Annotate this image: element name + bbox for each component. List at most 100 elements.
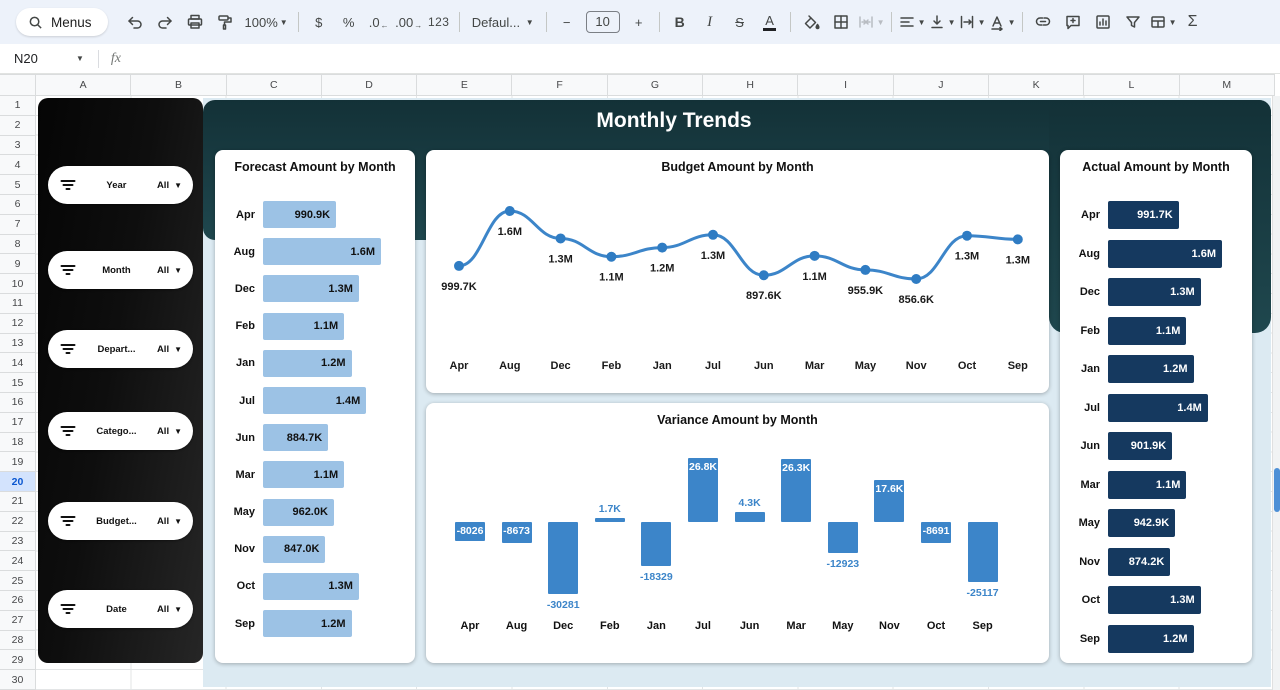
row-header-28[interactable]: 28: [0, 630, 36, 651]
row-header-5[interactable]: 5: [0, 175, 36, 195]
row-header-10[interactable]: 10: [0, 274, 36, 294]
increase-font-size-button[interactable]: +: [634, 14, 643, 30]
bar[interactable]: [921, 522, 951, 543]
create-filter-button[interactable]: [1119, 8, 1147, 36]
insert-comment-button[interactable]: [1059, 8, 1087, 36]
bar[interactable]: 874.2K: [1108, 547, 1171, 576]
scrollbar-thumb[interactable]: [1274, 468, 1280, 512]
data-point[interactable]: [606, 251, 617, 262]
bar[interactable]: [548, 522, 579, 595]
data-point[interactable]: [708, 229, 718, 240]
data-point[interactable]: [962, 230, 972, 241]
bar[interactable]: [688, 458, 718, 522]
column-header-B[interactable]: B: [131, 74, 227, 96]
row-header-18[interactable]: 18: [0, 432, 36, 453]
bar[interactable]: 847.0K: [263, 535, 326, 563]
font-size-input[interactable]: 10: [585, 11, 620, 33]
bar[interactable]: 901.9K: [1108, 432, 1173, 461]
bar[interactable]: 990.9K: [263, 201, 337, 229]
bar[interactable]: 1.2M: [263, 610, 352, 638]
functions-button[interactable]: Σ: [1187, 13, 1198, 30]
budget-chart-card[interactable]: Budget Amount by Month 999.7K Apr 1.6M Aug 1…: [426, 150, 1049, 393]
merge-cells-button[interactable]: ▼: [857, 8, 885, 36]
redo-button[interactable]: [151, 8, 179, 36]
row-header-11[interactable]: 11: [0, 293, 36, 314]
data-point[interactable]: [504, 206, 515, 216]
row-headers[interactable]: 1 2 3 4 5 6 7 8 9 10 11 12 13 14 15 16 17 18 19 20 21 22 23 24 2…: [0, 96, 36, 690]
data-point[interactable]: [911, 274, 922, 284]
format-percent-button[interactable]: %: [342, 14, 355, 30]
row-header-4[interactable]: 4: [0, 155, 36, 176]
bar[interactable]: 1.3M: [1108, 278, 1201, 307]
bar[interactable]: 884.7K: [263, 424, 329, 452]
print-button[interactable]: [181, 8, 209, 36]
decrease-decimal-button[interactable]: .0 ←: [368, 14, 389, 30]
filter-slicer-date[interactable]: Date All ▼: [48, 590, 193, 628]
insert-chart-button[interactable]: [1089, 8, 1117, 36]
bar[interactable]: 1.2M: [1108, 355, 1194, 384]
format-currency-button[interactable]: $: [315, 14, 323, 30]
bar[interactable]: [455, 522, 485, 542]
column-header-D[interactable]: D: [321, 74, 418, 96]
bar[interactable]: 1.6M: [263, 238, 381, 266]
number-format-button[interactable]: 123: [427, 15, 450, 29]
actual-chart-card[interactable]: Actual Amount by Month Apr 991.7K Aug 1.6M D…: [1060, 150, 1252, 663]
bar[interactable]: 1.3M: [1108, 586, 1201, 615]
data-point[interactable]: [758, 270, 769, 281]
row-header-16[interactable]: 16: [0, 392, 36, 413]
column-header-E[interactable]: E: [417, 74, 513, 96]
bar[interactable]: 1.6M: [1108, 239, 1222, 268]
row-header-13[interactable]: 13: [0, 333, 36, 354]
row-header-26[interactable]: 26: [0, 590, 36, 611]
row-header-17[interactable]: 17: [0, 412, 36, 433]
bar[interactable]: 1.1M: [263, 461, 345, 489]
text-color-button[interactable]: A: [756, 8, 784, 36]
data-point[interactable]: [657, 242, 668, 253]
column-header-C[interactable]: C: [226, 74, 322, 96]
column-header-A[interactable]: A: [36, 74, 132, 96]
data-point[interactable]: [1012, 234, 1023, 245]
bar[interactable]: 1.3M: [263, 572, 359, 600]
row-header-27[interactable]: 27: [0, 610, 36, 631]
bar[interactable]: 1.3M: [263, 275, 359, 303]
data-point[interactable]: [454, 260, 464, 271]
paint-format-button[interactable]: [211, 8, 239, 36]
chevron-down-icon[interactable]: ▼: [76, 54, 84, 63]
bar[interactable]: [827, 522, 858, 553]
row-header-6[interactable]: 6: [0, 194, 36, 215]
vertical-scrollbar[interactable]: [1272, 96, 1280, 690]
text-wrap-button[interactable]: ▼: [958, 8, 986, 36]
bar[interactable]: 1.1M: [263, 312, 345, 340]
insert-table-button[interactable]: ▼: [1149, 8, 1177, 36]
vertical-align-button[interactable]: ▼: [928, 8, 956, 36]
variance-chart-card[interactable]: Variance Amount by Month -8026 Apr -8673 Au…: [426, 403, 1049, 663]
insert-link-button[interactable]: [1029, 8, 1057, 36]
name-box[interactable]: N20: [14, 51, 38, 66]
bar[interactable]: 942.9K: [1108, 509, 1176, 538]
bar[interactable]: [967, 522, 998, 582]
data-point[interactable]: [555, 233, 566, 244]
row-header-14[interactable]: 14: [0, 353, 36, 374]
bar[interactable]: 1.2M: [263, 349, 352, 377]
bar[interactable]: [781, 459, 812, 522]
bar[interactable]: 1.4M: [1108, 393, 1208, 422]
increase-decimal-button[interactable]: .00 →: [395, 14, 423, 30]
bar[interactable]: 1.1M: [1108, 316, 1187, 345]
row-header-29[interactable]: 29: [0, 650, 36, 671]
font-family-select[interactable]: Defaul... ▼: [466, 8, 540, 36]
strikethrough-button[interactable]: S: [735, 14, 744, 30]
fill-color-button[interactable]: [797, 8, 825, 36]
filter-slicer-year[interactable]: Year All ▼: [48, 166, 193, 204]
column-header-J[interactable]: J: [893, 74, 989, 96]
column-header-F[interactable]: F: [512, 74, 608, 96]
data-point[interactable]: [860, 264, 871, 275]
column-header-G[interactable]: G: [607, 74, 704, 96]
bar[interactable]: [874, 479, 905, 522]
bar[interactable]: [501, 522, 532, 543]
bar[interactable]: 1.1M: [1108, 470, 1187, 499]
column-header-H[interactable]: H: [703, 74, 799, 96]
row-header-25[interactable]: 25: [0, 571, 36, 591]
zoom-select[interactable]: 100% ▼: [241, 8, 292, 36]
row-header-9[interactable]: 9: [0, 254, 36, 275]
